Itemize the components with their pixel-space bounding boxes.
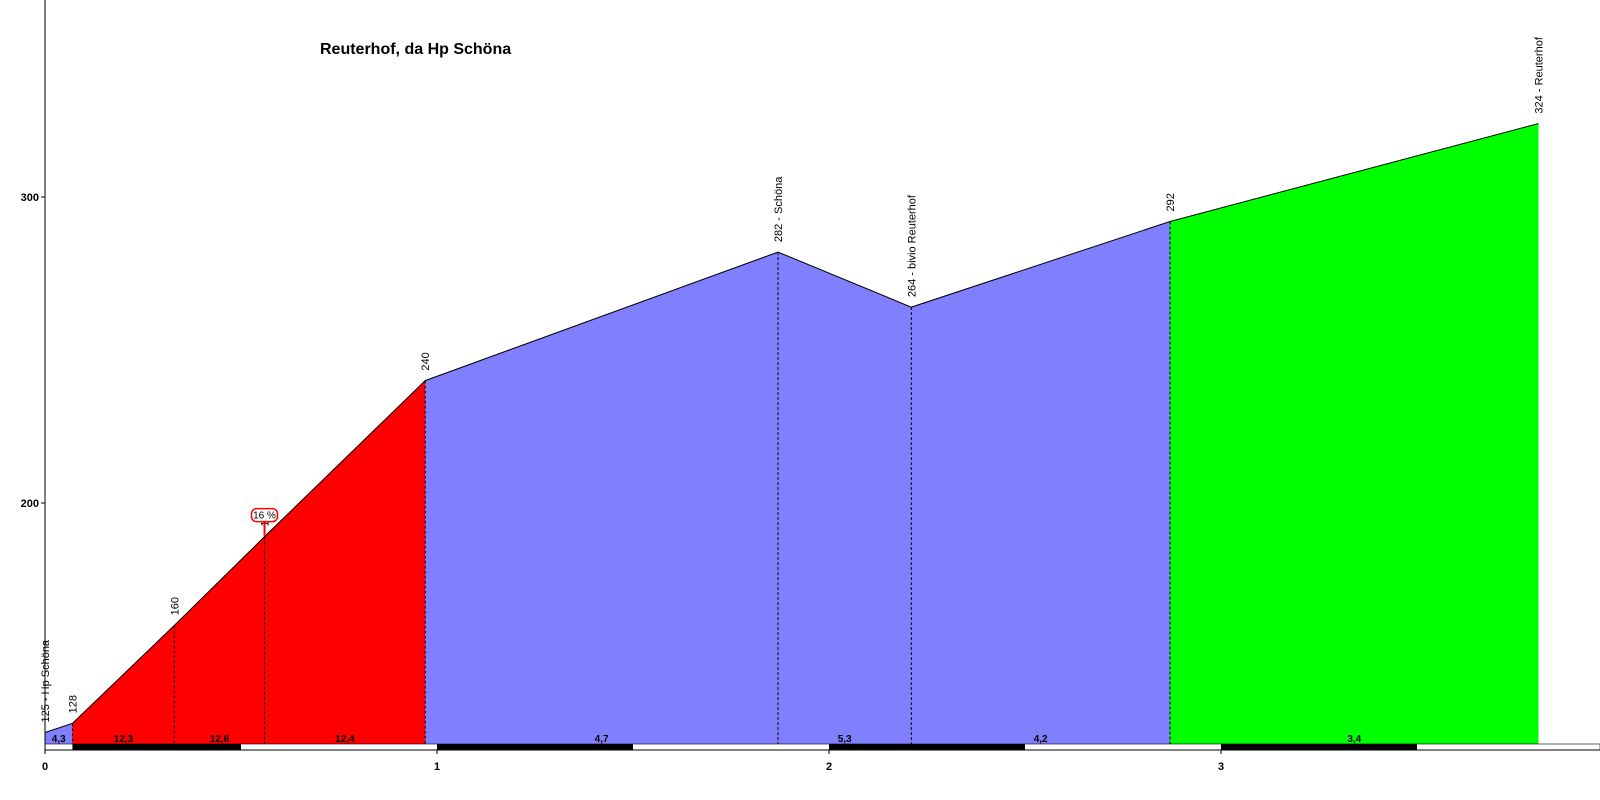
x-tick-label-0: 0 [42, 761, 48, 773]
gradient-label-5: 5,3 [838, 734, 852, 745]
segment-area-7 [1170, 123, 1539, 744]
point-label-5: 282 - Schöna [773, 176, 785, 242]
segment-dividers [71, 221, 1171, 744]
gradient-label-1: 12,3 [114, 734, 134, 745]
point-label-7: 292 [1165, 193, 1177, 211]
badge-box [250, 507, 279, 523]
y-tick-label-1: 300 [21, 192, 39, 204]
segment-area-3 [264, 380, 426, 744]
km-bar-block-2 [437, 744, 633, 750]
gradient-label-4: 4,7 [595, 734, 609, 745]
badge-label: 16 % [253, 511, 276, 522]
gradient-label-6: 4,2 [1034, 734, 1048, 745]
point-label-6: 264 - bivio Reuterhof [906, 194, 918, 297]
max-gradient-badge: 16 % [250, 507, 279, 536]
point-label-0: 125 - Hp Schöna [40, 639, 52, 722]
y-tick-labels: 200 300 [21, 192, 45, 510]
gradient-label-2: 12,6 [210, 734, 230, 745]
km-bar-block-6 [1221, 744, 1417, 750]
segment-area-1 [72, 625, 175, 744]
gradient-label-3: 12,4 [335, 734, 355, 745]
km-scale-bar [44, 743, 1600, 751]
x-tick-label-3: 3 [1218, 761, 1224, 773]
segment-area-4 [425, 252, 779, 744]
gradient-labels: 4,3 12,3 12,6 12,4 4,7 5,3 4,2 3,4 [52, 734, 1362, 745]
segment-area-6 [911, 221, 1171, 745]
chart-title: Reuterhof, da Hp Schöna [320, 41, 511, 58]
km-bar-block-4 [829, 744, 1025, 750]
gradient-label-0: 4,3 [52, 734, 66, 745]
profile-areas [45, 123, 1539, 745]
y-tick-label-0: 200 [21, 498, 39, 510]
point-label-2: 160 [169, 597, 181, 615]
segment-area-5 [778, 252, 912, 744]
x-tick-labels: 0 1 2 3 [42, 750, 1224, 773]
segment-area-2 [174, 536, 265, 744]
segment-area-0 [45, 723, 73, 744]
gradient-label-7: 3,4 [1347, 734, 1361, 745]
point-label-4: 240 [420, 352, 432, 370]
x-tick-label-1: 1 [434, 761, 440, 773]
point-label-1: 128 [67, 695, 79, 713]
point-label-8: 324 - Reuterhof [1534, 36, 1546, 113]
km-bar-block-0 [72, 744, 241, 750]
x-tick-label-2: 2 [826, 761, 832, 773]
